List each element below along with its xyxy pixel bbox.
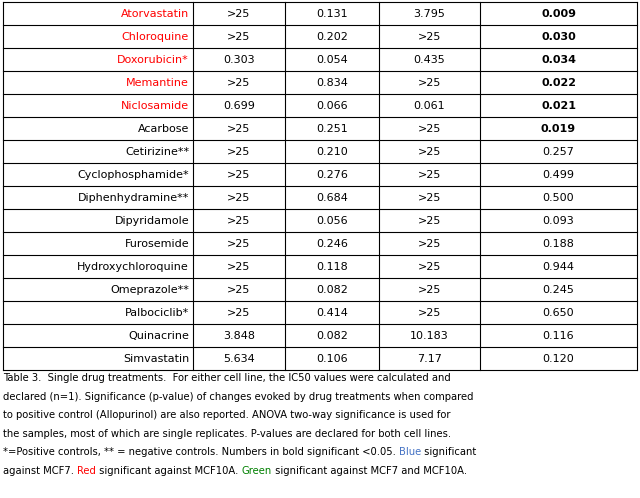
Text: Palbociclib*: Palbociclib* xyxy=(125,307,189,318)
Text: 0.082: 0.082 xyxy=(316,284,348,294)
Text: 0.056: 0.056 xyxy=(316,216,348,226)
Text: >25: >25 xyxy=(227,216,251,226)
Text: Table 3.  Single drug treatments.  For either cell line, the IC50 values were ca: Table 3. Single drug treatments. For eit… xyxy=(3,373,451,383)
Text: 0.650: 0.650 xyxy=(543,307,574,318)
Text: 0.118: 0.118 xyxy=(316,261,348,271)
Text: 0.246: 0.246 xyxy=(316,239,348,249)
Text: 0.009: 0.009 xyxy=(541,8,576,18)
Text: >25: >25 xyxy=(227,8,251,18)
Text: 0.257: 0.257 xyxy=(543,146,575,156)
Text: 0.082: 0.082 xyxy=(316,331,348,341)
Text: the samples, most of which are single replicates. P-values are declared for both: the samples, most of which are single re… xyxy=(3,428,451,439)
Text: >25: >25 xyxy=(418,261,441,271)
Text: Chloroquine: Chloroquine xyxy=(122,31,189,41)
Text: >25: >25 xyxy=(418,193,441,203)
Text: >25: >25 xyxy=(418,31,441,41)
Text: >25: >25 xyxy=(227,31,251,41)
Text: >25: >25 xyxy=(418,78,441,88)
Text: 0.131: 0.131 xyxy=(316,8,348,18)
Text: 0.944: 0.944 xyxy=(543,261,575,271)
Text: 0.022: 0.022 xyxy=(541,78,576,88)
Text: Memantine: Memantine xyxy=(126,78,189,88)
Text: 7.17: 7.17 xyxy=(417,354,442,364)
Text: Niclosamide: Niclosamide xyxy=(121,101,189,111)
Text: 3.795: 3.795 xyxy=(413,8,445,18)
Text: significant against MCF10A.: significant against MCF10A. xyxy=(96,466,241,476)
Text: 0.276: 0.276 xyxy=(316,169,348,179)
Text: against MCF7.: against MCF7. xyxy=(3,466,77,476)
Text: >25: >25 xyxy=(227,124,251,133)
Text: 0.030: 0.030 xyxy=(541,31,576,41)
Text: 0.054: 0.054 xyxy=(316,54,348,65)
Text: 0.019: 0.019 xyxy=(541,124,576,133)
Text: Doxorubicin*: Doxorubicin* xyxy=(117,54,189,65)
Text: Blue: Blue xyxy=(399,447,421,457)
Text: >25: >25 xyxy=(418,169,441,179)
Text: >25: >25 xyxy=(227,284,251,294)
Text: >25: >25 xyxy=(418,307,441,318)
Text: 0.834: 0.834 xyxy=(316,78,348,88)
Text: >25: >25 xyxy=(418,284,441,294)
Text: 10.183: 10.183 xyxy=(410,331,449,341)
Text: Atorvastatin: Atorvastatin xyxy=(121,8,189,18)
Text: declared (n=1). Significance (p-value) of changes evoked by drug treatments when: declared (n=1). Significance (p-value) o… xyxy=(3,391,474,401)
Text: 0.021: 0.021 xyxy=(541,101,576,111)
Text: Acarbose: Acarbose xyxy=(138,124,189,133)
Text: 0.251: 0.251 xyxy=(316,124,348,133)
Text: Simvastatin: Simvastatin xyxy=(123,354,189,364)
Text: >25: >25 xyxy=(227,193,251,203)
Text: 0.303: 0.303 xyxy=(223,54,255,65)
Text: 0.699: 0.699 xyxy=(223,101,255,111)
Text: Cyclophosphamide*: Cyclophosphamide* xyxy=(77,169,189,179)
Text: 3.848: 3.848 xyxy=(223,331,255,341)
Text: >25: >25 xyxy=(418,124,441,133)
Text: >25: >25 xyxy=(227,78,251,88)
Text: 0.684: 0.684 xyxy=(316,193,348,203)
Text: Dipyridamole: Dipyridamole xyxy=(115,216,189,226)
Text: significant: significant xyxy=(421,447,477,457)
Text: 0.414: 0.414 xyxy=(316,307,348,318)
Text: Diphenhydramine**: Diphenhydramine** xyxy=(77,193,189,203)
Text: 0.210: 0.210 xyxy=(316,146,348,156)
Text: Furosemide: Furosemide xyxy=(124,239,189,249)
Text: 0.034: 0.034 xyxy=(541,54,576,65)
Text: 5.634: 5.634 xyxy=(223,354,255,364)
Text: Green: Green xyxy=(241,466,272,476)
Text: Cetirizine**: Cetirizine** xyxy=(125,146,189,156)
Text: >25: >25 xyxy=(227,146,251,156)
Text: 0.188: 0.188 xyxy=(543,239,575,249)
Text: >25: >25 xyxy=(227,261,251,271)
Text: *=Positive controls, ** = negative controls. Numbers in bold significant <0.05.: *=Positive controls, ** = negative contr… xyxy=(3,447,399,457)
Text: >25: >25 xyxy=(418,216,441,226)
Text: 0.120: 0.120 xyxy=(543,354,574,364)
Text: 0.106: 0.106 xyxy=(316,354,348,364)
Text: Red: Red xyxy=(77,466,96,476)
Text: Quinacrine: Quinacrine xyxy=(128,331,189,341)
Text: >25: >25 xyxy=(227,307,251,318)
Text: 0.499: 0.499 xyxy=(543,169,575,179)
Text: 0.116: 0.116 xyxy=(543,331,574,341)
Text: >25: >25 xyxy=(227,239,251,249)
Text: 0.093: 0.093 xyxy=(543,216,574,226)
Text: Hydroxychloroquine: Hydroxychloroquine xyxy=(77,261,189,271)
Text: significant against MCF7 and MCF10A.: significant against MCF7 and MCF10A. xyxy=(272,466,467,476)
Text: to positive control (Allopurinol) are also reported. ANOVA two-way significance : to positive control (Allopurinol) are al… xyxy=(3,410,451,420)
Text: 0.500: 0.500 xyxy=(543,193,574,203)
Text: >25: >25 xyxy=(418,239,441,249)
Text: 0.061: 0.061 xyxy=(413,101,445,111)
Text: Omeprazole**: Omeprazole** xyxy=(110,284,189,294)
Text: 0.202: 0.202 xyxy=(316,31,348,41)
Text: >25: >25 xyxy=(227,169,251,179)
Text: 0.066: 0.066 xyxy=(316,101,348,111)
Text: >25: >25 xyxy=(418,146,441,156)
Text: 0.435: 0.435 xyxy=(413,54,445,65)
Text: 0.245: 0.245 xyxy=(543,284,575,294)
